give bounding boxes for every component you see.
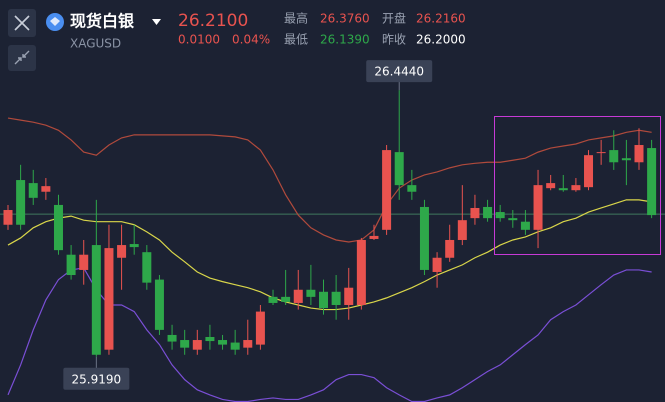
stat-label: 最低 xyxy=(284,33,308,47)
candle-body xyxy=(470,207,480,219)
band-line xyxy=(7,117,652,243)
plot: 26.4440 25.9190 xyxy=(0,60,665,402)
candle-body xyxy=(41,186,51,192)
candle-body xyxy=(218,340,228,345)
extreme-label: 25.9190 xyxy=(72,372,122,386)
candle-body xyxy=(53,204,63,251)
candle-body xyxy=(445,239,455,258)
candle-body xyxy=(243,340,253,348)
candle-body xyxy=(356,239,366,305)
candle-body xyxy=(533,185,543,230)
candle-body xyxy=(306,289,316,297)
change-pct: 0.04% xyxy=(232,33,270,47)
change: 0.0100 xyxy=(178,33,220,47)
stat-value: 26.3760 xyxy=(320,12,370,26)
band-line xyxy=(7,267,652,402)
candle-body xyxy=(230,342,240,350)
title: 现货白银 xyxy=(70,12,135,31)
candle-body xyxy=(268,296,278,303)
candle-body xyxy=(331,291,341,305)
candle-body xyxy=(142,252,152,283)
candle-body xyxy=(419,206,429,270)
stat-label: 开盘 xyxy=(382,11,406,26)
extreme-label-box xyxy=(63,367,130,390)
candle-body xyxy=(495,212,505,219)
candle-body xyxy=(319,291,328,309)
candle-body xyxy=(293,289,303,303)
extreme-label: 26.4440 xyxy=(374,65,424,79)
candle-body xyxy=(154,279,164,330)
candle-body xyxy=(28,183,38,198)
price: 26.2100 xyxy=(178,11,248,31)
candle-body xyxy=(483,206,493,219)
candle-body xyxy=(91,245,101,355)
stat-value: 26.2160 xyxy=(416,12,466,26)
candle-body xyxy=(596,152,606,154)
candle-body xyxy=(609,150,619,163)
stat-value: 26.1390 xyxy=(320,33,370,47)
candle-body xyxy=(457,220,467,240)
candle-body xyxy=(546,183,556,189)
candle-body xyxy=(558,188,568,191)
candle-body xyxy=(369,235,379,239)
candle-body xyxy=(508,218,518,221)
shrink-icon xyxy=(14,50,30,65)
symbol: XAGUSD xyxy=(70,37,121,51)
candle-body xyxy=(167,334,177,342)
candle-body xyxy=(281,296,291,302)
extreme-label-box xyxy=(366,60,433,83)
candle-body xyxy=(117,245,127,258)
candle-body xyxy=(66,254,76,276)
candle-body xyxy=(382,150,392,230)
candle-body xyxy=(432,257,442,272)
candle-body xyxy=(571,185,581,191)
candle-body xyxy=(647,148,657,216)
candle-body xyxy=(3,210,13,225)
dropdown[interactable] xyxy=(152,19,161,25)
candle-body xyxy=(205,336,215,342)
candle-body xyxy=(16,180,26,225)
selection-box xyxy=(494,116,661,255)
close-icon xyxy=(14,15,30,31)
candle-body xyxy=(621,158,631,161)
candle-body xyxy=(79,254,89,270)
stat-label: 最高 xyxy=(284,11,308,26)
candle-body xyxy=(520,221,530,230)
candle-body xyxy=(104,248,114,350)
candle-body xyxy=(634,145,644,163)
candle-body xyxy=(192,340,202,350)
shrink-button[interactable] xyxy=(8,45,36,71)
stat-value: 26.2000 xyxy=(416,33,466,47)
candle-body xyxy=(407,185,417,192)
stat-label: 昨收 xyxy=(382,33,406,47)
header: 现货白银 XAGUSD 26.2100 0.0100 0.04% 最高 26.3… xyxy=(8,9,466,71)
candle-body xyxy=(394,152,404,186)
candle-body xyxy=(129,244,139,248)
candle-body xyxy=(180,340,190,348)
candle-body xyxy=(584,155,594,188)
logo-mark xyxy=(50,17,60,26)
band-line xyxy=(7,199,652,311)
candle-body xyxy=(344,287,354,305)
candle-body xyxy=(255,311,265,345)
